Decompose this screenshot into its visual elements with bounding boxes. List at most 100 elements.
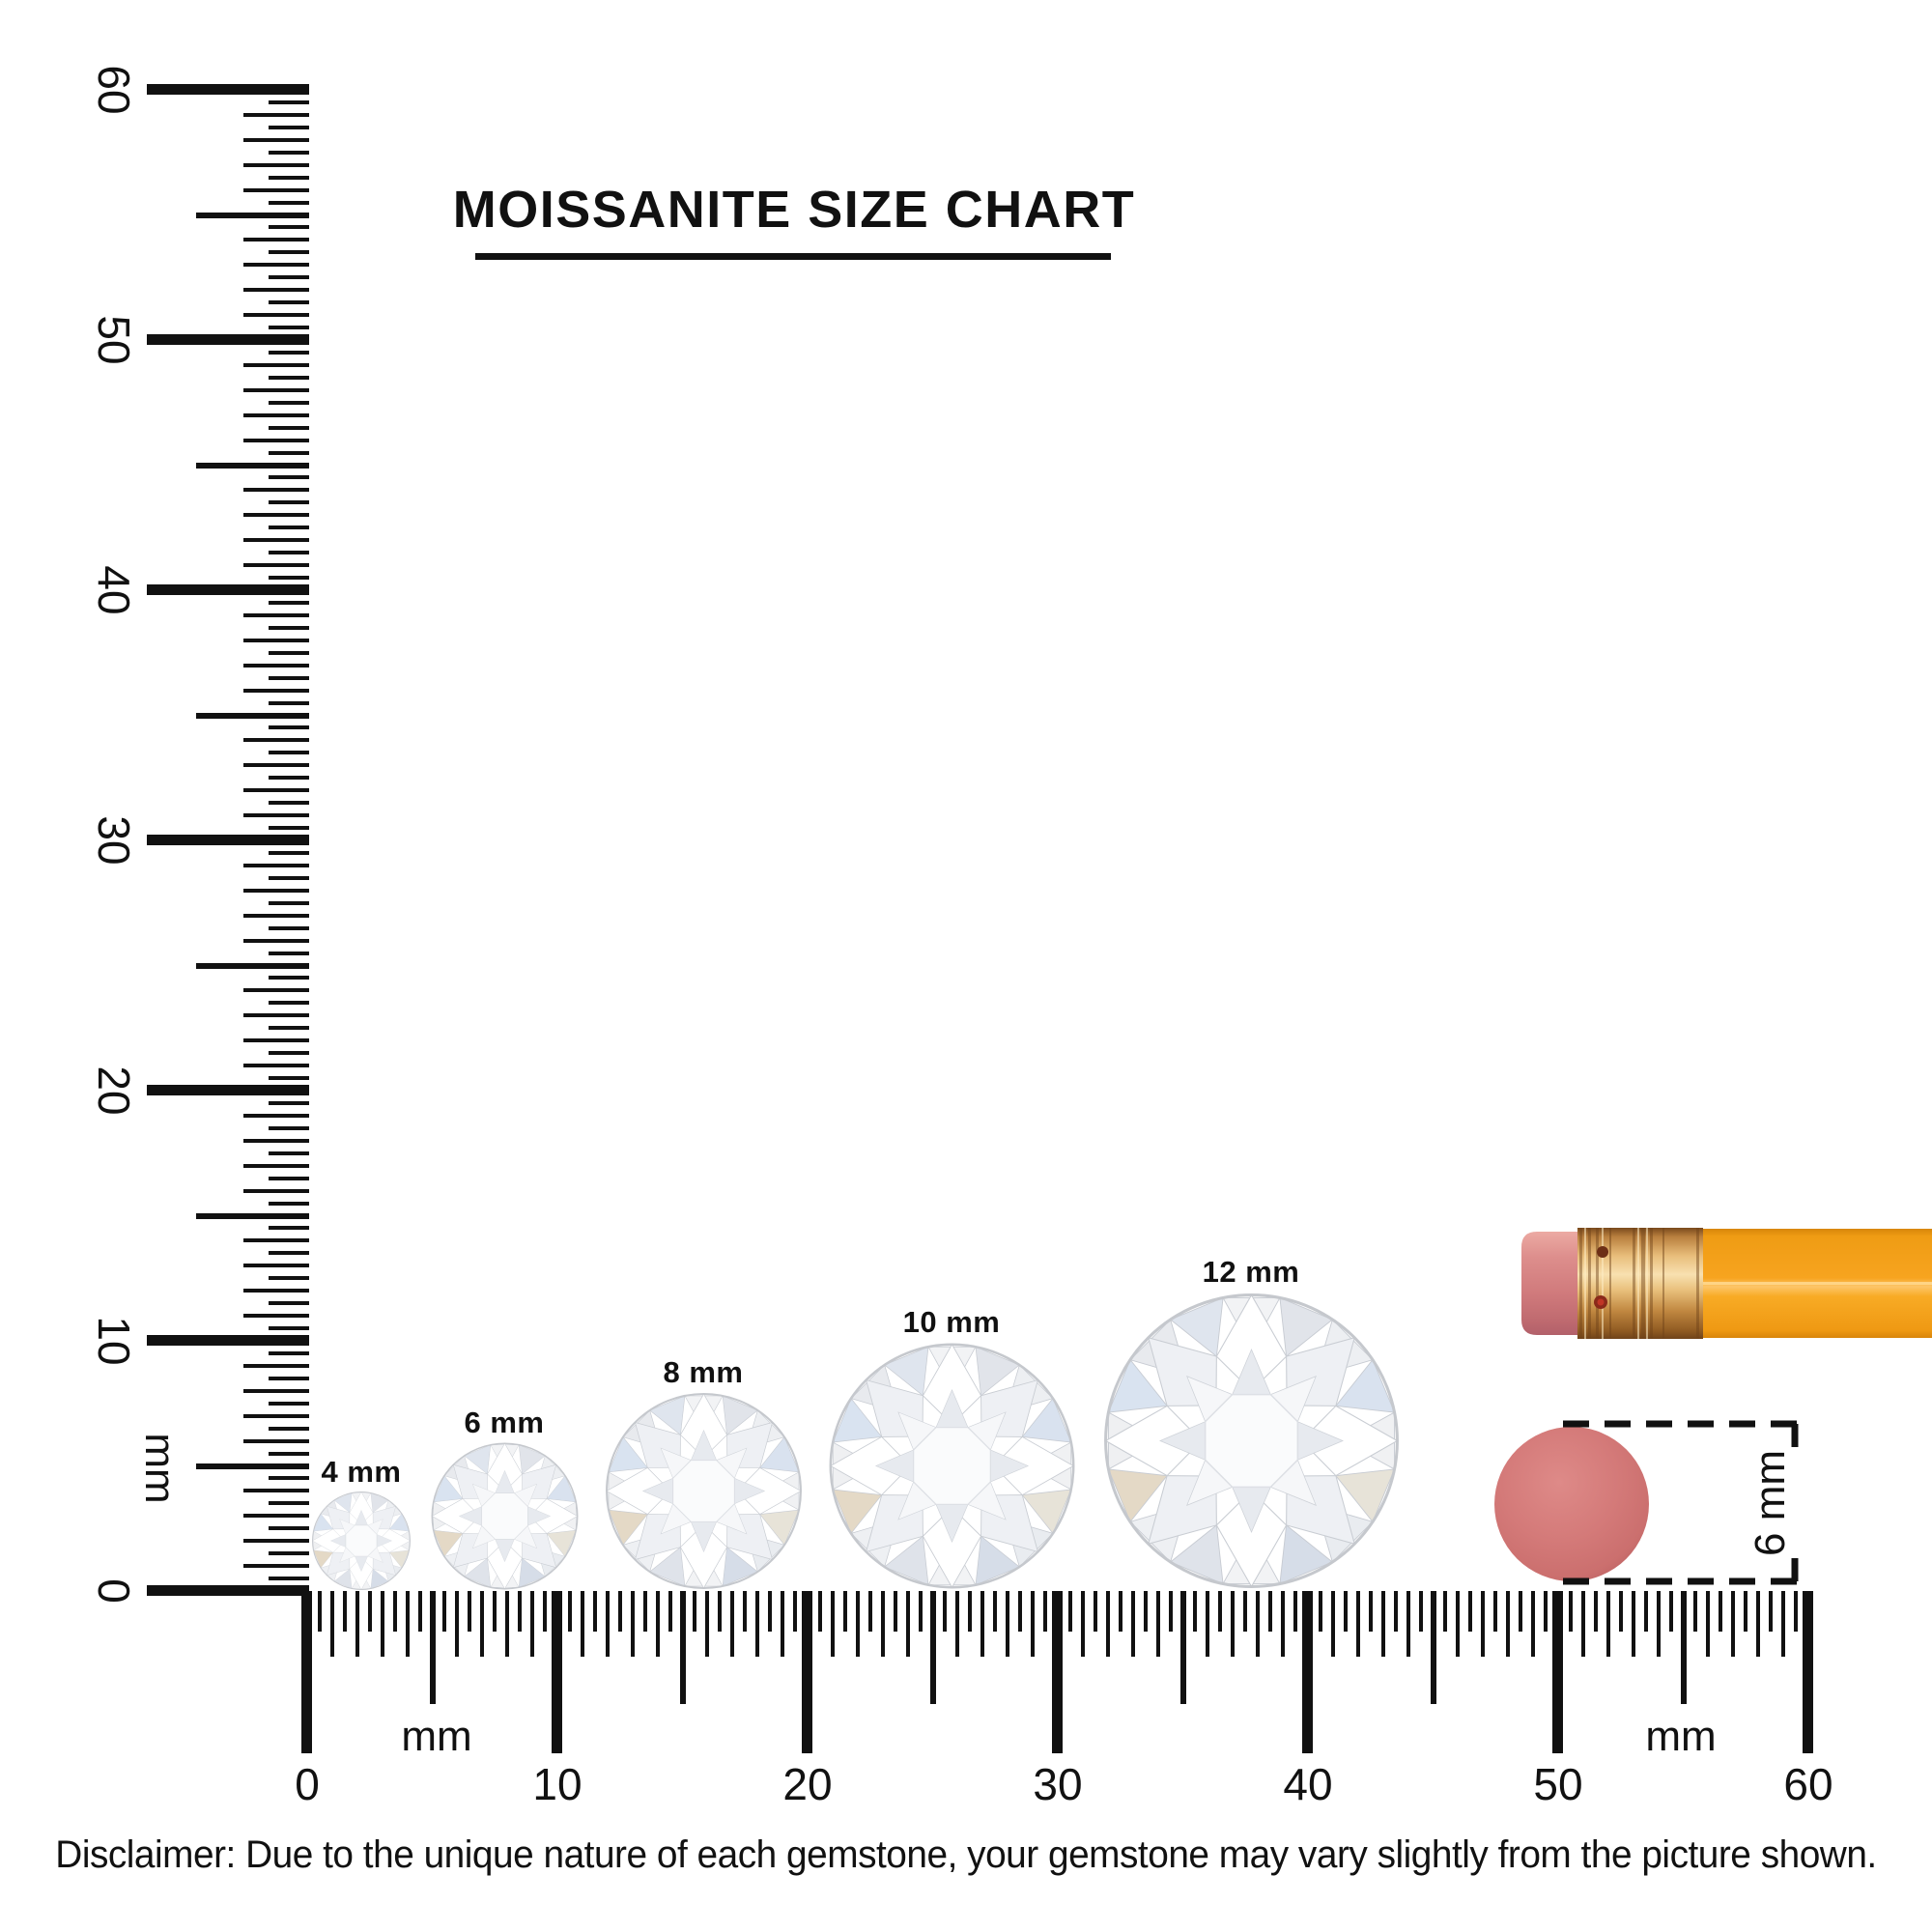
ruler-tick [269, 1151, 309, 1155]
ruler-tick [243, 513, 309, 517]
ruler-tick [269, 701, 309, 705]
ruler-tick [269, 676, 309, 680]
left-ruler-number: 0 [89, 1578, 139, 1604]
pencil-eraser [1521, 1232, 1578, 1335]
ruler-tick [269, 1501, 309, 1505]
ruler-tick [1531, 1591, 1535, 1657]
ruler-tick [1431, 1591, 1436, 1704]
gem-size-label: 8 mm [663, 1355, 744, 1389]
ruler-tick [1031, 1591, 1035, 1657]
ruler-tick [269, 376, 309, 380]
ruler-tick [831, 1591, 835, 1657]
ruler-tick [1719, 1591, 1722, 1632]
ruler-tick [1169, 1591, 1173, 1632]
ruler-tick [243, 238, 309, 242]
ruler-tick [543, 1591, 547, 1632]
ruler-tick [455, 1591, 459, 1657]
ruler-tick [269, 952, 309, 955]
ruler-tick [147, 835, 309, 845]
ruler-tick [1144, 1591, 1148, 1632]
ruler-tick [269, 500, 309, 504]
ruler-tick [442, 1591, 446, 1632]
ruler-tick [269, 1351, 309, 1355]
ruler-tick [1406, 1591, 1410, 1657]
gem-size-label: 4 mm [321, 1455, 402, 1489]
ruler-tick [1243, 1591, 1247, 1632]
bottom-ruler-unit-label-right: mm [1645, 1713, 1717, 1760]
ruler-tick [269, 1101, 309, 1105]
ruler-tick [318, 1591, 322, 1632]
ruler-tick [1281, 1591, 1285, 1657]
ruler-tick [718, 1591, 722, 1632]
ruler-tick [881, 1591, 885, 1657]
ruler-tick [1443, 1591, 1447, 1632]
ruler-tick [518, 1591, 522, 1632]
bottom-ruler-number: 10 [532, 1759, 582, 1809]
ruler-tick [269, 151, 309, 155]
ruler-tick [269, 475, 309, 479]
eraser-size-label: 6 mm [1747, 1450, 1794, 1556]
ruler-tick [269, 1476, 309, 1480]
ruler-tick [368, 1591, 372, 1632]
ruler-tick [243, 1314, 309, 1318]
ruler-tick [968, 1591, 972, 1632]
ruler-tick [243, 263, 309, 267]
ruler-tick [1068, 1591, 1072, 1632]
ruler-tick [269, 1226, 309, 1230]
ruler-tick [1293, 1591, 1297, 1632]
ruler-tick [243, 1364, 309, 1368]
ruler-tick [593, 1591, 597, 1632]
ruler-tick [269, 551, 309, 554]
ruler-tick [243, 363, 309, 367]
ruler-tick [355, 1591, 359, 1657]
ruler-tick [1081, 1591, 1085, 1657]
ruler-tick [243, 1013, 309, 1017]
ruler-tick [269, 601, 309, 605]
ruler-tick [243, 439, 309, 442]
ruler-tick [1256, 1591, 1260, 1657]
ruler-tick [781, 1591, 784, 1657]
ruler-tick [755, 1591, 759, 1657]
ruler-tick [269, 401, 309, 405]
ruler-tick [269, 126, 309, 129]
ruler-tick [243, 1564, 309, 1568]
ruler-tick [196, 963, 309, 969]
gem-8mm [605, 1393, 802, 1589]
ruler-tick [1632, 1591, 1635, 1657]
ruler-tick [1231, 1591, 1235, 1657]
ruler-tick [1769, 1591, 1773, 1632]
ruler-tick [930, 1591, 936, 1704]
ruler-tick [269, 526, 309, 529]
ruler-tick [269, 1202, 309, 1206]
ruler-tick [1193, 1591, 1197, 1632]
ruler-tick [243, 639, 309, 642]
ruler-tick [480, 1591, 484, 1657]
pencil-illustration [1521, 1228, 1932, 1339]
ruler-tick [243, 664, 309, 668]
ferrule-rivet-top [1597, 1246, 1608, 1258]
ruler-tick [1344, 1591, 1348, 1632]
ruler-tick [269, 1026, 309, 1030]
disclaimer-text: Disclaimer: Due to the unique nature of … [55, 1833, 1877, 1876]
left-ruler-number: 30 [89, 815, 139, 866]
ruler-tick [243, 163, 309, 167]
gem-size-label: 12 mm [1202, 1255, 1300, 1289]
bottom-ruler-unit-label-left: mm [401, 1713, 472, 1760]
ruler-tick [1381, 1591, 1385, 1657]
bottom-ruler-number: 40 [1283, 1759, 1333, 1809]
ruler-tick [1119, 1591, 1122, 1632]
ruler-tick [269, 451, 309, 455]
ruler-tick [147, 584, 309, 595]
ruler-tick [1606, 1591, 1610, 1657]
ruler-tick [1094, 1591, 1097, 1632]
ruler-tick [1657, 1591, 1661, 1657]
ruler-tick [269, 801, 309, 805]
ruler-tick [243, 1164, 309, 1168]
ruler-tick [269, 926, 309, 930]
ruler-tick [1552, 1591, 1563, 1753]
ruler-tick [1794, 1591, 1798, 1632]
ruler-tick [243, 538, 309, 542]
ferrule-crimps [1579, 1228, 1699, 1339]
ruler-tick [269, 576, 309, 580]
ruler-tick [1018, 1591, 1022, 1632]
